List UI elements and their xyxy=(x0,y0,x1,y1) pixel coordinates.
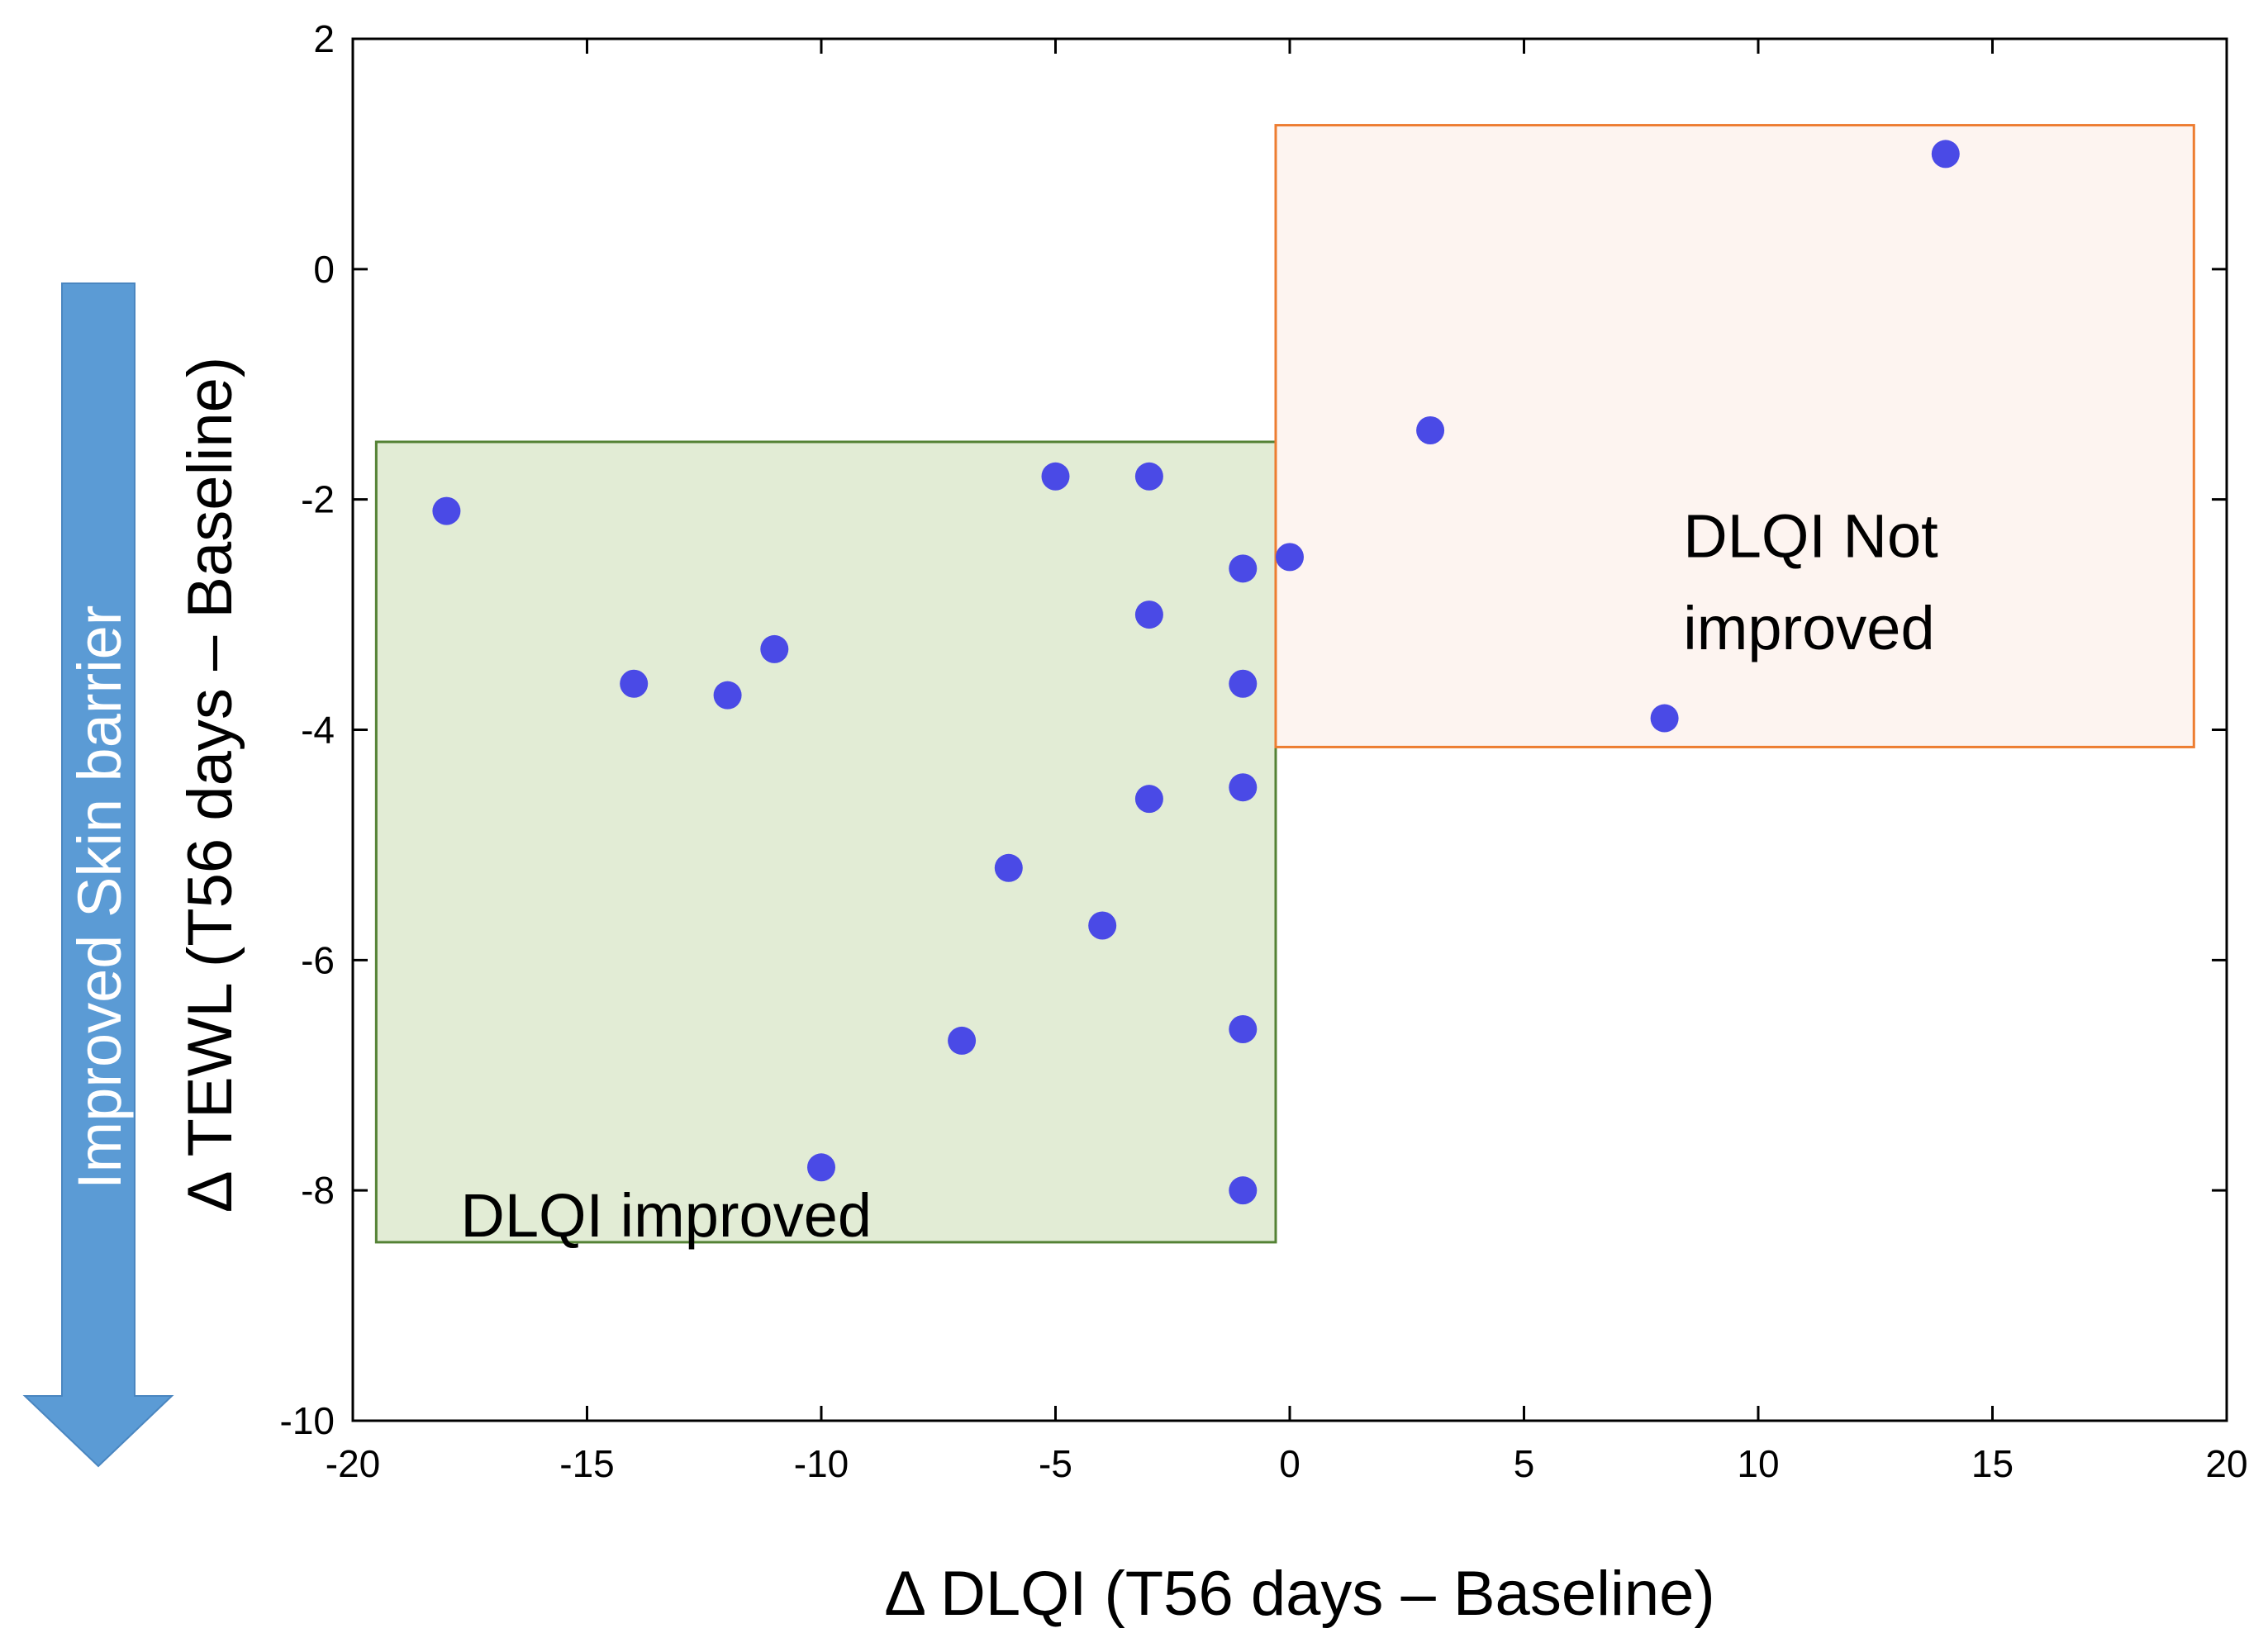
data-point xyxy=(1416,416,1445,445)
data-point xyxy=(1229,1176,1258,1205)
x-tick-label: -5 xyxy=(1039,1442,1072,1485)
y-tick-label: -8 xyxy=(301,1169,335,1212)
x-axis: -20 -15 -10 -5 0 5 10 15 20 xyxy=(326,39,2248,1485)
y-tick-label: -6 xyxy=(301,938,335,981)
y-axis-title: Δ TEWL (T56 days – Baseline) xyxy=(175,357,245,1213)
data-point xyxy=(1931,140,1960,169)
data-point xyxy=(948,1026,977,1055)
data-point xyxy=(1229,1014,1258,1043)
data-point xyxy=(1134,462,1163,491)
arrow-label: Improved Skin barrier xyxy=(65,605,134,1189)
data-point xyxy=(1276,543,1304,572)
x-tick-label: 10 xyxy=(1737,1442,1779,1485)
x-tick-label: -15 xyxy=(559,1442,614,1485)
data-point xyxy=(1134,601,1163,629)
data-point xyxy=(807,1153,835,1182)
region-label-not-improved-line1: DLQI Not xyxy=(1683,501,1938,570)
x-tick-label: 15 xyxy=(1971,1442,2014,1485)
x-tick-label: -20 xyxy=(326,1442,380,1485)
data-point xyxy=(1229,554,1258,583)
data-point xyxy=(994,853,1023,882)
x-tick-label: 20 xyxy=(2205,1442,2247,1485)
data-point xyxy=(1229,669,1258,698)
y-tick-label: 0 xyxy=(313,248,335,291)
data-point xyxy=(432,496,461,525)
y-tick-label: -2 xyxy=(301,478,335,521)
x-tick-label: 5 xyxy=(1514,1442,1535,1485)
region-label-not-improved-line2: improved xyxy=(1683,594,1934,662)
data-point xyxy=(1229,773,1258,802)
improved-skin-barrier-arrow: Improved Skin barrier xyxy=(22,282,174,1468)
x-axis-title: Δ DLQI (T56 days – Baseline) xyxy=(884,1559,1714,1629)
data-points xyxy=(432,140,1960,1205)
data-point xyxy=(1088,911,1117,940)
down-arrow-icon xyxy=(22,282,174,1468)
y-axis: 2 0 -2 -4 -6 -8 -10 xyxy=(280,17,2227,1442)
data-point xyxy=(1134,785,1163,814)
x-tick-label: 0 xyxy=(1279,1442,1300,1485)
y-tick-label: 2 xyxy=(313,17,335,60)
y-tick-label: -4 xyxy=(301,709,335,752)
data-point xyxy=(620,669,649,698)
data-point xyxy=(1650,704,1679,733)
data-point xyxy=(760,634,789,663)
y-tick-label: -10 xyxy=(280,1399,335,1442)
data-point xyxy=(1041,462,1070,491)
region-dlqi-improved xyxy=(374,440,1277,1244)
x-tick-label: -10 xyxy=(794,1442,849,1485)
data-point xyxy=(713,681,742,710)
region-label-improved: DLQI improved xyxy=(460,1181,872,1250)
